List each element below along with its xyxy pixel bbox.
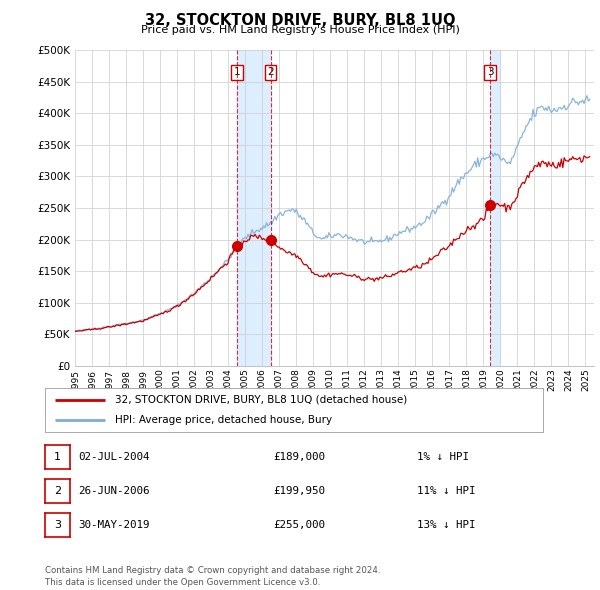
Text: £199,950: £199,950 — [273, 486, 325, 496]
Text: Price paid vs. HM Land Registry's House Price Index (HPI): Price paid vs. HM Land Registry's House … — [140, 25, 460, 35]
Text: 2: 2 — [54, 486, 61, 496]
Text: Contains HM Land Registry data © Crown copyright and database right 2024.
This d: Contains HM Land Registry data © Crown c… — [45, 566, 380, 587]
Text: 1% ↓ HPI: 1% ↓ HPI — [417, 453, 469, 462]
Text: 1: 1 — [54, 453, 61, 462]
Text: HPI: Average price, detached house, Bury: HPI: Average price, detached house, Bury — [115, 415, 332, 425]
Text: 32, STOCKTON DRIVE, BURY, BL8 1UQ (detached house): 32, STOCKTON DRIVE, BURY, BL8 1UQ (detac… — [115, 395, 407, 405]
Bar — [490, 50, 500, 366]
Text: 3: 3 — [487, 67, 494, 77]
Text: 32, STOCKTON DRIVE, BURY, BL8 1UQ: 32, STOCKTON DRIVE, BURY, BL8 1UQ — [145, 13, 455, 28]
Text: £255,000: £255,000 — [273, 520, 325, 530]
Text: 11% ↓ HPI: 11% ↓ HPI — [417, 486, 475, 496]
Text: 26-JUN-2006: 26-JUN-2006 — [78, 486, 149, 496]
Text: 1: 1 — [233, 67, 240, 77]
Text: 13% ↓ HPI: 13% ↓ HPI — [417, 520, 475, 530]
Text: 02-JUL-2004: 02-JUL-2004 — [78, 453, 149, 462]
Text: £189,000: £189,000 — [273, 453, 325, 462]
Text: 30-MAY-2019: 30-MAY-2019 — [78, 520, 149, 530]
Text: 2: 2 — [267, 67, 274, 77]
Text: 3: 3 — [54, 520, 61, 530]
Bar — [236, 50, 271, 366]
